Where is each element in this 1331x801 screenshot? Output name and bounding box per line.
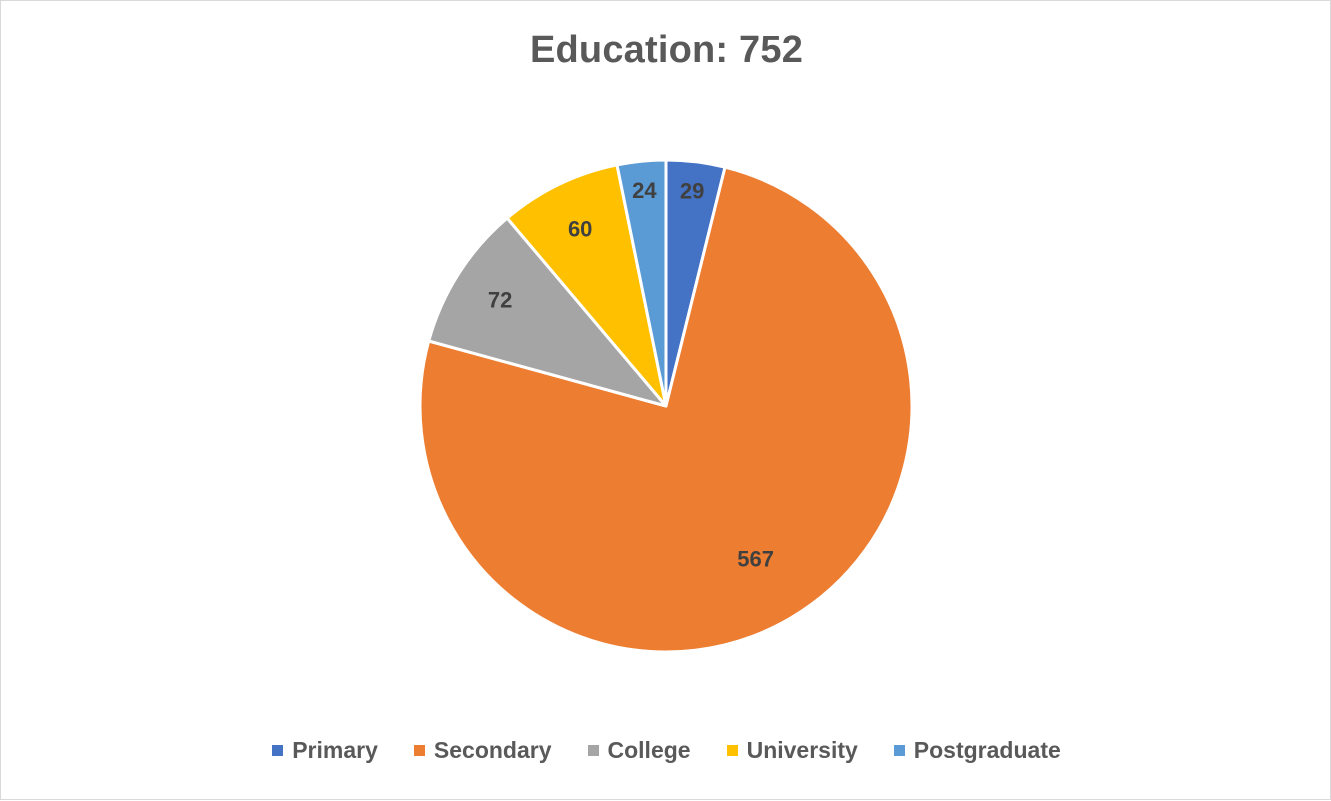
- data-label-university: 60: [568, 216, 592, 241]
- data-label-primary: 29: [680, 179, 704, 204]
- pie-data-labels: 29 567 72 60 24: [488, 178, 774, 571]
- legend-item-primary: Primary: [272, 737, 378, 764]
- legend-label: Postgraduate: [913, 737, 1061, 763]
- legend-label: Primary: [292, 737, 378, 763]
- legend-swatch: [587, 745, 599, 756]
- legend-item-secondary: Secondary: [413, 737, 552, 764]
- pie-slice-college: [427, 216, 668, 408]
- legend-swatch: [893, 745, 905, 756]
- data-label-college: 72: [488, 288, 512, 313]
- legend-item-university: University: [726, 737, 858, 764]
- data-label-secondary: 567: [737, 546, 774, 571]
- legend-label: University: [746, 737, 858, 763]
- legend-label: College: [607, 737, 691, 763]
- data-label-postgraduate: 24: [632, 178, 657, 203]
- legend-swatch: [272, 745, 284, 756]
- chart-legend: Primary Secondary College University Postgra…: [1, 737, 1331, 764]
- legend-swatch: [413, 745, 425, 756]
- pie-slices: [418, 158, 914, 654]
- legend-swatch: [726, 745, 738, 756]
- chart-title: Education: 752: [529, 29, 804, 71]
- legend-label: Secondary: [433, 737, 552, 763]
- pie-slice-university: [505, 163, 668, 408]
- pie-slice-secondary: [418, 165, 914, 654]
- pie-slice-postgraduate: [615, 158, 668, 408]
- legend-item-college: College: [587, 737, 691, 764]
- legend-item-postgraduate: Postgraduate: [893, 737, 1061, 764]
